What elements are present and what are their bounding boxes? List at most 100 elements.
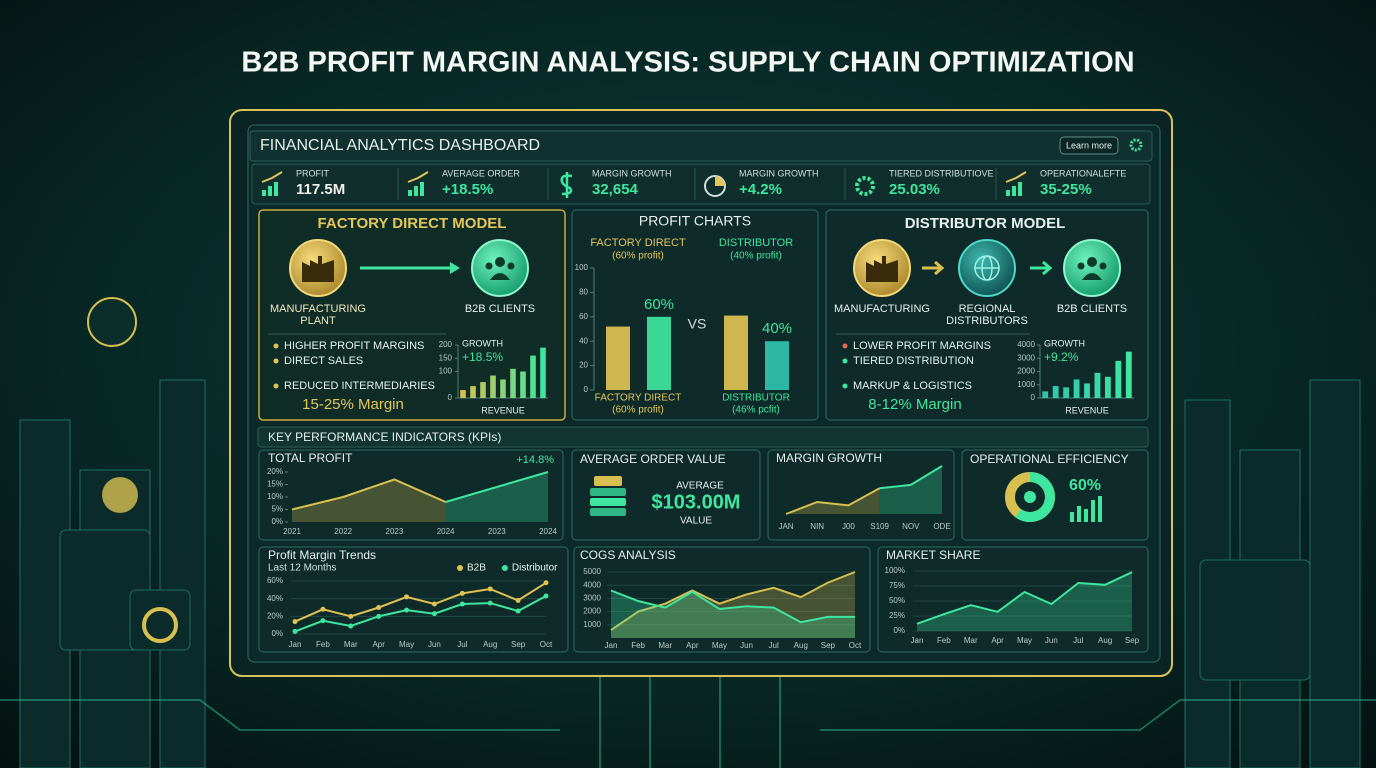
head <box>1087 257 1097 267</box>
factory-glyph <box>302 256 334 282</box>
y-tick-label: 40 <box>579 336 588 345</box>
bar <box>460 390 466 398</box>
y-tick-label: 15% <box>267 480 283 489</box>
point <box>431 601 437 607</box>
card <box>258 449 564 541</box>
point <box>376 613 382 619</box>
area-fill <box>445 472 548 522</box>
factory-glyph <box>866 256 898 282</box>
y-tick-label: 20% <box>267 611 283 620</box>
point <box>431 611 437 617</box>
icon-bar <box>408 190 412 196</box>
arrow <box>922 260 945 276</box>
y-tick-label: 40% <box>267 594 283 603</box>
caption: VALUE <box>680 516 712 527</box>
x-tick-label: Jun <box>428 640 441 649</box>
area-fill <box>611 572 855 638</box>
kpi-icon <box>1005 171 1027 196</box>
y-tick-label: 3000 <box>1017 353 1035 362</box>
kpi-value: 35-25% <box>1040 181 1092 198</box>
panel-title: FACTORY DIRECT MODEL <box>318 215 507 232</box>
line <box>294 595 547 633</box>
chart-subtitle: +9.2% <box>1044 350 1079 364</box>
bar <box>470 386 476 398</box>
bar <box>490 375 496 398</box>
x-tick-label: Sep <box>821 641 836 650</box>
kpi-value: 117.5M <box>296 181 345 198</box>
line <box>445 471 549 503</box>
node-label: MANUFACTURING <box>834 303 930 315</box>
x-tick-label: Sep <box>511 640 526 649</box>
chart-title: Profit Margin Trends <box>268 548 376 562</box>
line <box>879 465 943 490</box>
bullet: MARKUP & LOGISTICS <box>853 380 972 392</box>
point <box>459 601 465 607</box>
kpi-value: 25.03% <box>889 181 940 198</box>
people-glyph <box>1077 257 1107 280</box>
bullet-dot <box>273 343 279 349</box>
y-tick-label: 25% <box>889 611 905 620</box>
bar <box>647 316 671 390</box>
line <box>785 487 881 515</box>
caption: AVERAGE <box>676 481 724 492</box>
bar <box>1052 386 1059 398</box>
x-tick-label: NOV <box>902 522 920 531</box>
icon-bar <box>1070 512 1074 522</box>
area-fill <box>611 590 855 638</box>
kpi-label: OPERATIONALEFTE <box>1040 168 1126 178</box>
bar <box>530 355 536 398</box>
x-tick-label: 2022 <box>334 527 352 536</box>
area-fill <box>786 488 880 514</box>
point <box>515 608 521 614</box>
icon-bar <box>1006 190 1010 196</box>
x-tick-label: Jan <box>605 641 618 650</box>
point <box>515 597 521 603</box>
margin-text: 15-25% Margin <box>302 396 404 413</box>
chart-title: GROWTH <box>462 338 503 348</box>
y-tick-label: 20% <box>267 467 283 476</box>
circuit <box>599 676 781 768</box>
kpi-label: MARGIN GROWTH <box>592 168 672 178</box>
circuit <box>820 699 1376 731</box>
chart-subtitle: Last 12 Months <box>268 563 336 574</box>
icon-bar <box>262 190 266 196</box>
point <box>543 593 549 599</box>
bar <box>1073 379 1080 398</box>
x-tick-label: Jan <box>911 636 924 645</box>
kpi-icon <box>855 176 875 196</box>
x-tick-label: Mar <box>964 636 978 645</box>
floating-icon <box>102 477 138 513</box>
y-tick-label: 2000 <box>1017 367 1035 376</box>
x-tick-label: Aug <box>794 641 808 650</box>
stack <box>590 488 626 496</box>
page-title: B2B PROFIT MARGIN ANALYSIS: SUPPLY CHAIN… <box>241 47 1134 79</box>
chart-title: MARGIN GROWTH <box>776 451 882 465</box>
settings-icon[interactable] <box>1129 138 1143 152</box>
circuit <box>0 699 560 731</box>
bar <box>606 326 630 390</box>
x-tick-label: JAN <box>778 522 793 531</box>
y-tick-label: 4000 <box>1017 340 1035 349</box>
panel-title: PROFIT CHARTS <box>639 213 751 229</box>
bullet-dot <box>273 383 279 389</box>
bar <box>1125 351 1132 398</box>
x-tick-label: Feb <box>631 641 645 650</box>
mini-bars-icon <box>1070 496 1102 522</box>
chart-title: MARKET SHARE <box>886 548 980 562</box>
y-tick-label: 0% <box>893 626 905 635</box>
y-tick-label: 100% <box>885 566 905 575</box>
margin-text: 8-12% Margin <box>868 396 961 413</box>
bottom-label: FACTORY DIRECT <box>595 393 682 404</box>
learn-more-button[interactable] <box>1059 136 1119 155</box>
x-tick-label: Mar <box>658 641 672 650</box>
icon-bar <box>268 186 272 196</box>
x-tick-label: May <box>712 641 727 650</box>
x-tick-label: Jul <box>769 641 779 650</box>
icon-bar <box>1098 496 1102 522</box>
learn-more-label[interactable]: Learn more <box>1066 140 1112 150</box>
legend-swatch <box>457 565 463 571</box>
point <box>320 606 326 612</box>
value-label: 60% <box>1069 477 1101 494</box>
